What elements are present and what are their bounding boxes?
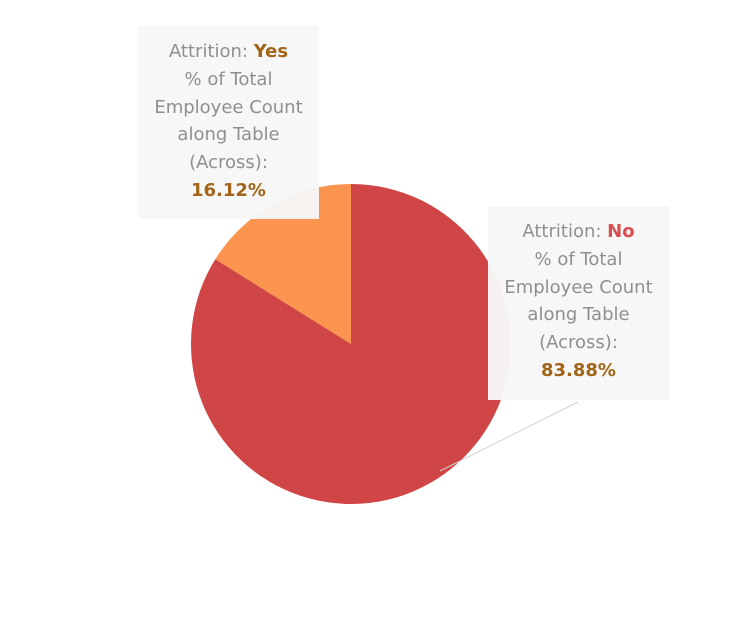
callout-no-measure-line: (Across): — [539, 332, 618, 354]
callout-no-category: No — [607, 221, 635, 242]
callout-yes-measure-line: (Across): — [189, 152, 268, 174]
pie-slices — [190, 183, 511, 504]
callout-no-measure-line: Employee Count — [504, 276, 653, 298]
callout-no-measure-line: % of Total — [534, 248, 623, 270]
callout-yes-measure-line: Employee Count — [154, 96, 303, 118]
callout-no-value: 83.88% — [541, 359, 616, 381]
callout-yes-field-label: Attrition: — [168, 41, 248, 62]
callout-yes-value: 16.12% — [191, 179, 266, 201]
callout-no-measure-line: along Table — [527, 304, 630, 326]
pie-slice-no[interactable] — [190, 184, 511, 504]
pie-slice-yes[interactable] — [215, 183, 351, 344]
callout-yes-category: Yes — [253, 41, 289, 62]
callout-yes-measure-line: % of Total — [184, 68, 273, 90]
callout-yes-measure-line: along Table — [177, 124, 280, 146]
callout-yes-header: Attrition: Yes — [138, 38, 319, 66]
callout-yes: Attrition: Yes % of Total Employee Count… — [138, 26, 319, 219]
callout-leader-line-no — [439, 401, 579, 472]
callout-no: Attrition: No % of Total Employee Count … — [488, 206, 669, 400]
callout-no-field-label: Attrition: — [522, 221, 602, 242]
callout-no-header: Attrition: No — [488, 218, 669, 246]
